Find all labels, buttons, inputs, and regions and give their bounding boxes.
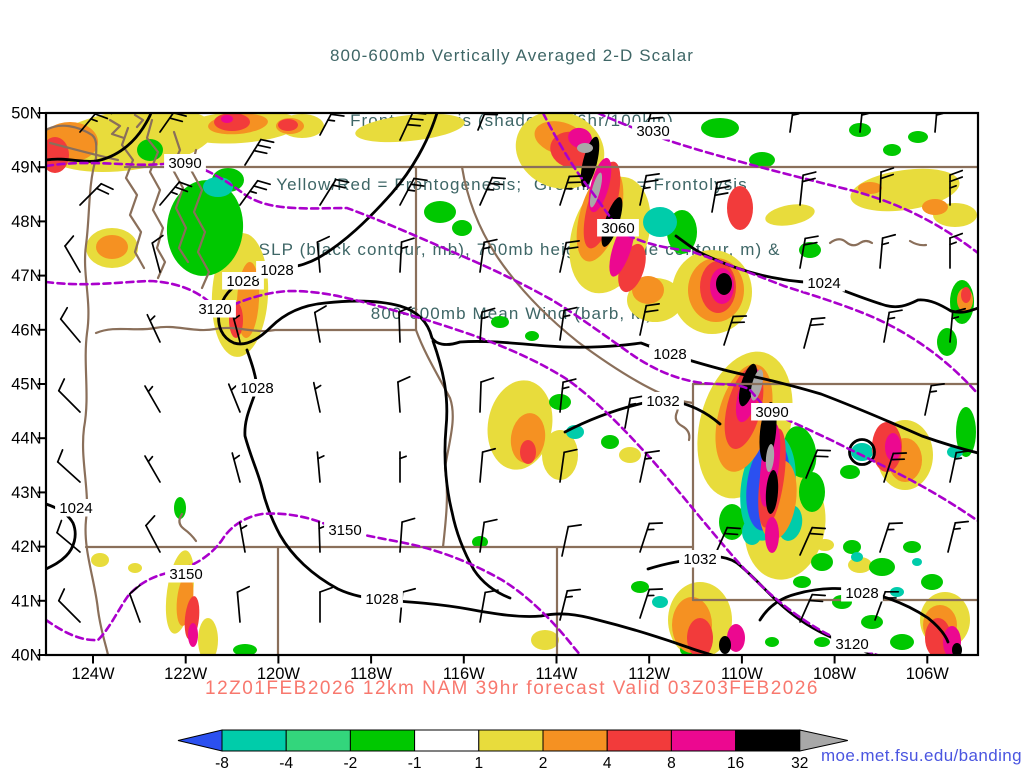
colorbar: -8-4-2-112481632 — [160, 722, 860, 770]
contour-label-text: 3150 — [328, 522, 361, 539]
wind-barb — [59, 589, 80, 622]
wind-barb — [59, 379, 80, 412]
wind-barb — [478, 102, 502, 130]
contour-label-text: 1028 — [653, 346, 686, 363]
wind-barb — [245, 140, 274, 165]
contour-label-text: 3090 — [168, 155, 201, 172]
contour-label: 1032 — [679, 550, 721, 568]
forecast-caption: 12Z01FEB2026 12km NAM 39hr forecast Vali… — [0, 678, 1024, 700]
wind-barb — [400, 452, 406, 482]
wind-barb — [625, 396, 643, 428]
colorbar-segment — [736, 730, 800, 751]
wind-barb — [948, 522, 968, 552]
wind-barb — [800, 172, 816, 205]
colorbar-segment — [222, 730, 286, 751]
lat-tick-label: 47N — [11, 267, 41, 285]
lat-tick-label: 48N — [11, 213, 41, 231]
wind-barb — [562, 525, 581, 556]
colorbar-segment — [286, 730, 350, 751]
contour-label-text: 3060 — [601, 220, 634, 237]
contour-label: 3150 — [165, 565, 207, 583]
wind-barb — [800, 595, 825, 622]
wind-barb — [65, 236, 80, 272]
lat-tick-label: 44N — [11, 430, 41, 448]
contour-label: 3030 — [632, 122, 674, 140]
contour-label: 1028 — [841, 584, 883, 602]
lat-tick-label: 45N — [11, 376, 41, 394]
wind-barb — [320, 588, 332, 622]
contour-label: 1024 — [55, 499, 97, 517]
contour-label-text: 3150 — [169, 566, 202, 583]
contour-label-text: 1028 — [260, 262, 293, 279]
colorbar-segment — [415, 730, 479, 751]
wind-barb — [790, 100, 807, 132]
lat-tick-label: 50N — [11, 105, 41, 123]
contour-label: 1024 — [803, 274, 845, 292]
wind-barb — [400, 238, 414, 272]
contour-label: 1028 — [256, 261, 298, 279]
contour-label: 3090 — [164, 154, 206, 172]
weather-map: 3090303030601028102831201024102810323090… — [0, 0, 1024, 768]
wind-barb — [925, 384, 944, 415]
wind-barb — [317, 452, 323, 482]
contour-label: 3060 — [597, 219, 639, 237]
wind-barb — [480, 590, 498, 622]
contour-label: 1028 — [236, 379, 278, 397]
wind-barb — [237, 587, 249, 622]
wind-barb — [480, 178, 505, 205]
banding-link[interactable]: moe.met.fsu.edu/banding — [821, 746, 1022, 766]
contour-label-text: 1028 — [226, 273, 259, 290]
colorbar-segment — [543, 730, 607, 751]
wind-barb — [80, 184, 113, 205]
wind-barb — [315, 306, 326, 342]
lat-tick-label: 46N — [11, 321, 41, 339]
contour-label-text: 1032 — [646, 393, 679, 410]
contour-label-text: 1024 — [59, 500, 92, 517]
wind-barb — [61, 308, 80, 342]
contour-label: 3090 — [751, 403, 793, 421]
wind-barb — [880, 523, 902, 552]
wind-barb — [480, 308, 495, 342]
contour-label-text: 1028 — [240, 380, 273, 397]
contour-label-text: 3030 — [636, 123, 669, 140]
contour-label: 1028 — [361, 590, 403, 608]
contour-label: 3120 — [194, 300, 236, 318]
wind-barb — [57, 521, 80, 552]
lat-tick-label: 42N — [11, 538, 41, 556]
contour-label-text: 1028 — [365, 591, 398, 608]
colorbar-segment — [350, 730, 414, 751]
wind-barb — [400, 179, 427, 205]
lat-tick-label: 49N — [11, 159, 41, 177]
wind-barb — [145, 456, 160, 482]
wind-barb — [145, 386, 160, 412]
lat-tick-label: 43N — [11, 484, 41, 502]
wind-barb — [804, 318, 825, 348]
wind-barb — [398, 377, 410, 412]
contour-label-text: 3120 — [198, 301, 231, 318]
contour-label: 3120 — [831, 635, 873, 653]
colorbar-segment — [479, 730, 543, 751]
wind-barb — [935, 99, 950, 132]
contour-label: 1032 — [642, 392, 684, 410]
wind-barb — [232, 453, 240, 482]
contour-label-text: 3090 — [755, 404, 788, 421]
contour-label: 1028 — [649, 345, 691, 363]
wind-barb — [320, 180, 349, 205]
contour-label-text: 1028 — [845, 585, 878, 602]
wind-barb — [880, 235, 895, 268]
contour-label-text: 3120 — [835, 636, 868, 653]
wind-barb — [480, 378, 493, 412]
lat-tick-label: 40N — [11, 647, 41, 665]
contour-label-text: 1024 — [807, 275, 840, 292]
wind-barb — [314, 383, 321, 412]
colorbar-segment — [607, 730, 671, 751]
colorbar-segment — [671, 730, 735, 751]
contour-label: 3150 — [324, 521, 366, 539]
colorbar-left-arrow — [178, 730, 222, 751]
contour-label-text: 1032 — [683, 551, 716, 568]
lat-tick-label: 41N — [11, 592, 41, 610]
wind-barb — [58, 450, 80, 482]
